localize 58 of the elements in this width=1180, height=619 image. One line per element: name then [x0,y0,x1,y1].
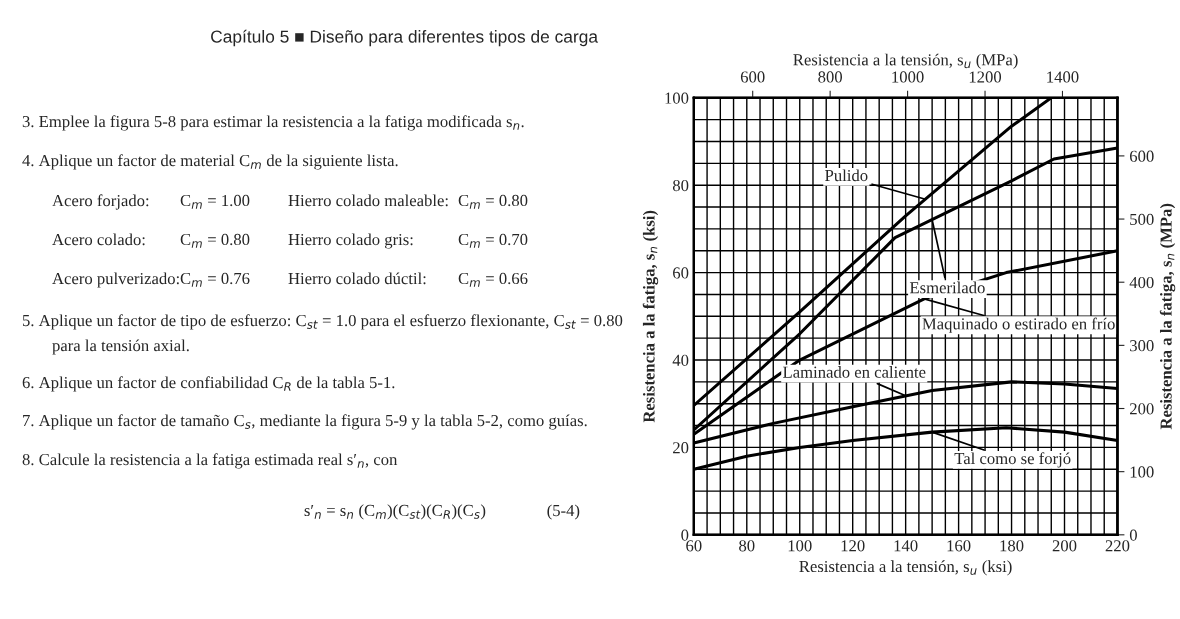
y2-tick-label: 0 [1129,529,1137,541]
text: s′$_{n}$ = s$_{n}$ (C$_{m}$)(C$_{st}$)(C$_{R}$)(C$_{s}$) [304,504,486,520]
y-tick-label: 20 [673,442,689,454]
annotation: Pulido [825,169,868,182]
x2-tick-label: 800 [818,71,843,83]
text: 7. Aplique un factor de tamaño C$_{s}$, mediante la figura 5-9 y la tabla 5-2, como guías. [23,414,587,430]
y2-tick-label: 200 [1130,403,1154,415]
annotation: Esmerilado [909,281,985,294]
text: C$_{m}$ = 0.76 [180,272,250,287]
x-tick-label: 60 [686,540,702,552]
y-tick-label: 80 [672,179,689,192]
x-tick-label: 100 [788,540,812,552]
x-tick-label: 160 [947,540,971,552]
x-tick-label: 80 [739,540,755,552]
text: C$_{m}$ = 0.80 [180,233,250,248]
x-tick-label: 180 [1000,540,1024,552]
x2-tick-label: 1000 [892,71,924,83]
x2-axis-title: Resistencia a la tensión, s$_{u}$ (MPa) [793,53,1018,69]
x-tick-label: 220 [1105,540,1130,552]
x-tick-label: 140 [894,540,918,552]
text: Capítulo 5 ■ Diseño para diferentes tipos de carga [211,29,599,47]
text: Acero forjado: [52,194,149,210]
text: (5-4) [547,504,580,520]
y-tick-label: 100 [665,92,689,104]
text: C$_{m}$ = 0.80 [458,194,528,209]
y-axis-title: Resistencia a la fatiga, s$_{n}$ (ksi) [642,210,659,423]
text: 4. Aplique un factor de material C$_{m}$ de la siguiente lista. [22,154,398,170]
text: C$_{m}$ = 1.00 [180,194,250,209]
text: 6. Aplique un factor de confiabilidad C$_{R}$ de la tabla 5-1. [22,376,395,392]
x2-tick-label: 1200 [969,71,1002,83]
x-tick-label: 200 [1052,540,1077,552]
text: Acero colado: [52,233,145,246]
y-tick-label: 40 [672,354,689,366]
y2-tick-label: 100 [1130,466,1154,478]
annotation: Maquinado o estirado en frío [922,317,1115,333]
text: Hierro colado maleable: [288,194,448,207]
y2-tick-label: 400 [1129,276,1154,289]
y-tick-label: 0 [681,529,689,541]
y2-axis-title: Resistencia a la fatiga, s$_{n}$ (MPa) [1159,203,1176,430]
x-axis-title: Resistencia a la tensión, s$_{u}$ (ksi) [799,560,1012,576]
x2-tick-label: 600 [740,71,765,83]
text: 3. Emplee la figura 5-8 para estimar la resistencia a la fatiga modificada s$_{n}$. [22,115,524,131]
annotation: Tal como se forjó [954,452,1071,468]
y-tick-label: 60 [673,267,689,279]
text: 5. Aplique un factor de tipo de esfuerzo: C$_{st}$ = 1.0 para el esfuerzo flexionante, C$_{st}$ = 0.80 [22,314,623,330]
y2-tick-label: 500 [1130,213,1154,225]
text: Hierro colado gris: [288,233,413,249]
x-tick-label: 120 [841,540,865,552]
text: C$_{m}$ = 0.70 [458,233,528,248]
text: 8. Calcule la resistencia a la fatiga estimada real s′$_{n}$, con [22,453,398,469]
text: Acero pulverizado: [52,272,179,288]
annotation: Laminado en caliente [783,366,926,378]
text: Hierro colado dúctil: [288,272,426,285]
y2-tick-label: 600 [1129,150,1154,162]
y2-tick-label: 300 [1130,340,1154,352]
text: para la tensión axial. [52,339,189,355]
text: C$_{m}$ = 0.66 [458,272,528,287]
x2-tick-label: 1400 [1047,71,1079,83]
